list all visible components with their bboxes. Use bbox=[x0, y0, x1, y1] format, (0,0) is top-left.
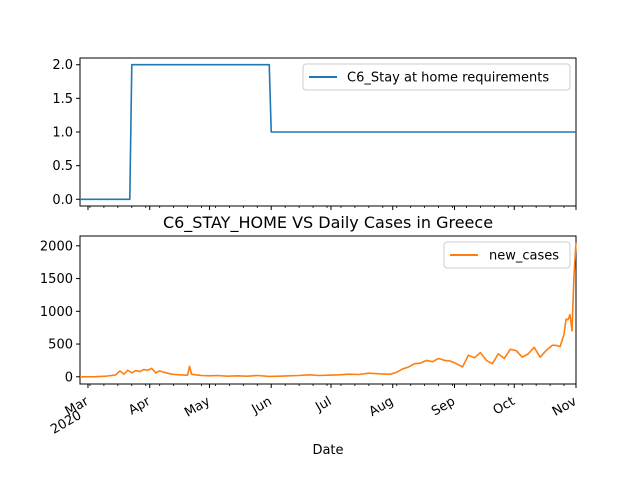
bottom-y-axis: 0 500 1000 1500 2000 bbox=[40, 239, 80, 385]
top-y-tick-label-1: 0.5 bbox=[52, 159, 73, 174]
top-y-tick-label-0: 0.0 bbox=[52, 193, 73, 208]
top-legend-label: C6_Stay at home requirements bbox=[347, 71, 549, 86]
bottom-legend-box bbox=[443, 241, 571, 269]
bottom-axes-frame bbox=[79, 235, 577, 385]
bottom-y-tick-label-0: 0 bbox=[65, 370, 73, 385]
top-y-tick-label-3: 1.5 bbox=[52, 92, 73, 107]
bottom-series bbox=[79, 242, 577, 378]
top-legend: C6_Stay at home requirements bbox=[302, 63, 571, 91]
x-tick-label-jul: Jul bbox=[312, 394, 334, 415]
top-x-axis bbox=[87, 206, 577, 210]
top-legend-box bbox=[302, 63, 571, 91]
bottom-y-tick-label-1: 500 bbox=[48, 338, 73, 353]
top-y-axis: 0.0 0.5 1.0 1.5 2.0 bbox=[52, 58, 80, 208]
top-series bbox=[80, 63, 576, 201]
bottom-y-tick-label-2: 1000 bbox=[40, 305, 73, 320]
bottom-series-line-0 bbox=[79, 242, 577, 378]
chart-title: C6_STAY_HOME VS Daily Cases in Greece bbox=[163, 213, 493, 233]
top-y-tick-label-4: 2.0 bbox=[52, 58, 73, 73]
top-series-line-0 bbox=[80, 63, 576, 201]
top-panel: 0.0 0.5 1.0 1.5 2.0 C6_Stay at home requirem… bbox=[52, 57, 577, 210]
bottom-y-tick-label-4: 2000 bbox=[40, 239, 73, 254]
bottom-legend: new_cases bbox=[443, 241, 571, 269]
bottom-y-tick-label-3: 1500 bbox=[40, 272, 73, 287]
top-y-tick-label-2: 1.0 bbox=[52, 126, 73, 141]
x-axis-title: Date bbox=[312, 443, 343, 458]
bottom-legend-label: new_cases bbox=[489, 249, 559, 264]
